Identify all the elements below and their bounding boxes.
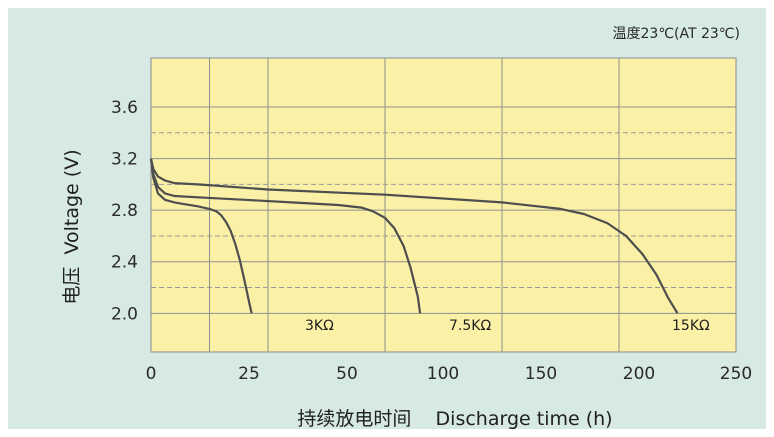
- discharge-curves: [149, 158, 679, 314]
- curve-label: 7.5KΩ: [449, 318, 491, 334]
- y-axis-title: 电压 Voltage (V): [61, 149, 83, 304]
- x-tick-label: 50: [336, 364, 358, 384]
- y-tick-label: 3.6: [111, 98, 138, 118]
- x-axis-title: 持续放电时间 Discharge time (h): [297, 408, 612, 430]
- curve-labels: 3KΩ 7.5KΩ 15KΩ: [305, 318, 710, 334]
- x-tick-label: 150: [525, 364, 557, 384]
- y-tick-label: 2.8: [111, 201, 138, 221]
- temperature-note: 温度23℃(AT 23℃): [613, 26, 741, 42]
- discharge-curve-2: [149, 158, 422, 314]
- y-tick-label: 2.4: [111, 253, 138, 273]
- discharge-curve-3: [149, 158, 679, 314]
- plot-area: [150, 57, 737, 353]
- discharge-curve-1: [149, 158, 253, 314]
- x-tick-label: 0: [146, 364, 157, 384]
- curve-label: 15KΩ: [672, 318, 710, 334]
- grid-lines: [151, 58, 736, 352]
- x-tick-label: 250: [720, 364, 752, 384]
- axis-ticks: 0 25 50 100 150 200 250 3.6 3.2 2.8 2.4 2.0: [111, 98, 752, 384]
- curve-label: 3KΩ: [305, 318, 334, 334]
- y-tick-label: 2.0: [111, 304, 138, 324]
- x-tick-label: 100: [427, 364, 459, 384]
- y-tick-label: 3.2: [111, 150, 138, 170]
- x-tick-label: 25: [238, 364, 260, 384]
- x-tick-label: 200: [623, 364, 655, 384]
